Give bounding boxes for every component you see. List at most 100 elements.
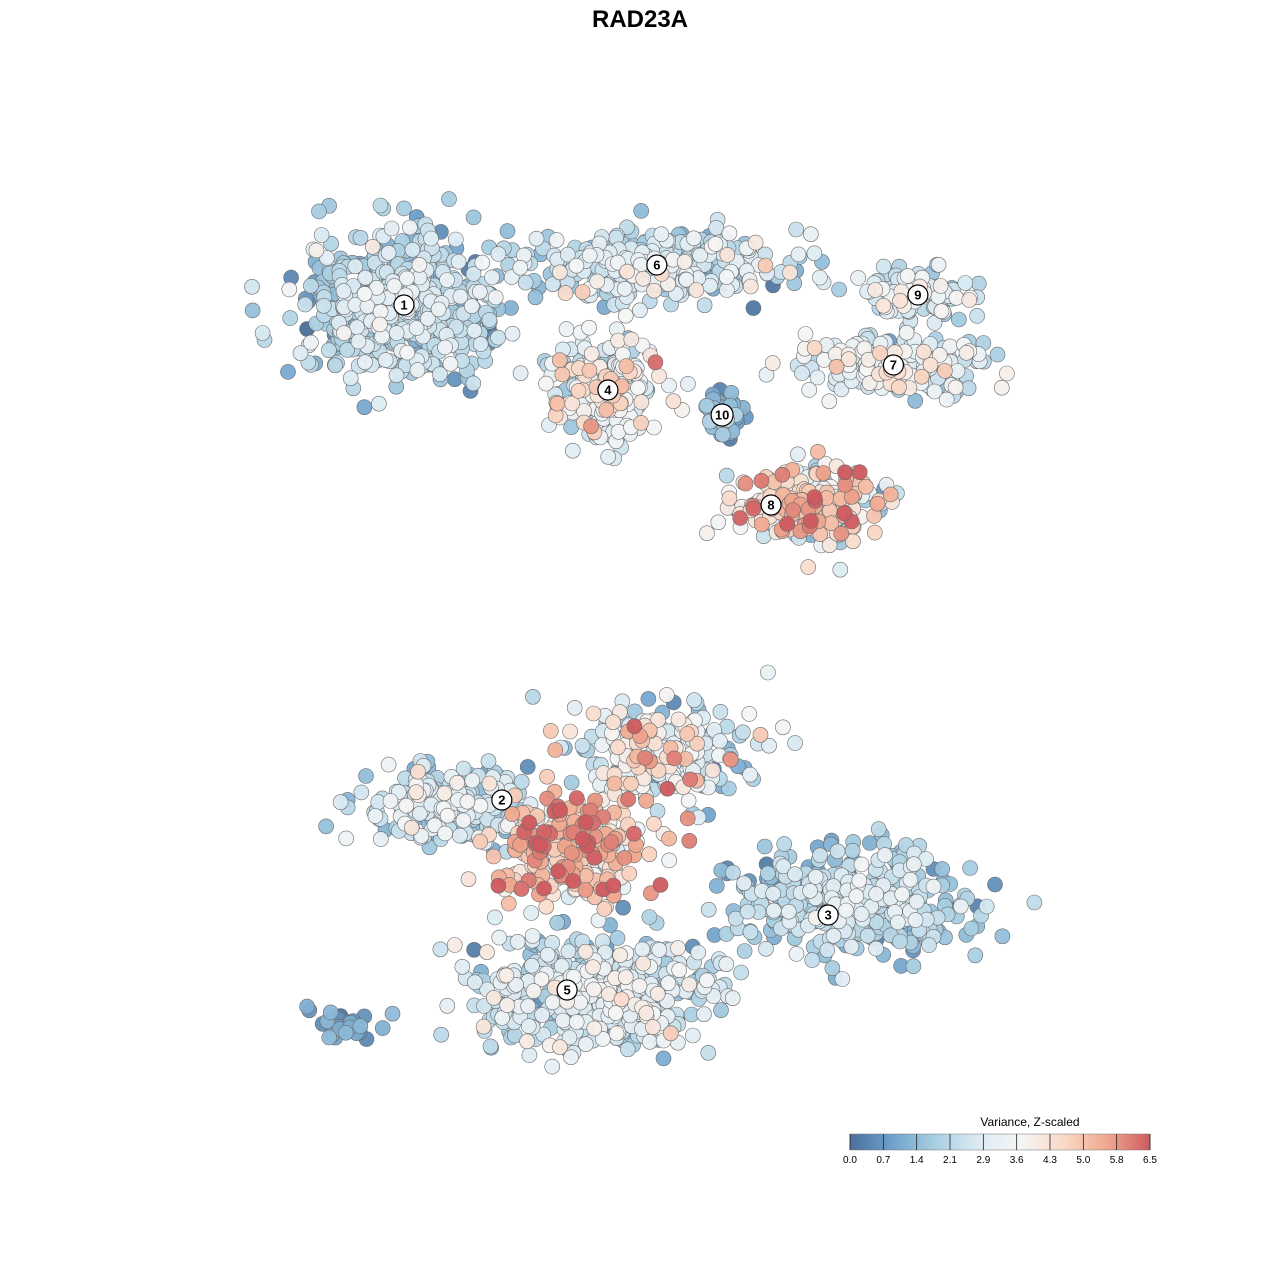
data-point xyxy=(299,998,315,1015)
data-point xyxy=(371,395,387,412)
data-point xyxy=(875,297,892,314)
data-point xyxy=(712,703,729,720)
data-point xyxy=(859,927,876,944)
data-point xyxy=(875,258,892,275)
data-point xyxy=(281,281,298,298)
data-point xyxy=(834,971,851,987)
data-point xyxy=(967,947,984,964)
data-point xyxy=(455,812,472,829)
data-point xyxy=(806,245,823,262)
data-point xyxy=(465,266,482,282)
data-point xyxy=(336,325,352,341)
data-point xyxy=(690,944,707,961)
data-point xyxy=(906,856,922,873)
data-point xyxy=(632,302,648,319)
cluster-label-badge xyxy=(491,789,513,811)
data-point xyxy=(679,810,696,827)
cluster-label-2: 2 xyxy=(491,789,513,811)
cluster-label-text: 10 xyxy=(715,408,729,423)
data-point xyxy=(490,246,507,262)
legend-ticks: 0.0 0.7 1.4 2.1 2.9 3.6 4.3 5.0 5.8 6.5 xyxy=(843,1134,1157,1166)
data-point xyxy=(934,861,951,877)
data-point xyxy=(843,938,860,955)
cluster-label-badge xyxy=(646,254,668,276)
data-point xyxy=(718,956,735,973)
cluster-label-9: 9 xyxy=(907,284,929,306)
data-point xyxy=(640,691,657,707)
data-point xyxy=(504,806,520,822)
data-point xyxy=(609,930,626,946)
data-point xyxy=(898,324,915,341)
data-point xyxy=(552,1039,568,1055)
data-point xyxy=(475,1018,492,1035)
data-point xyxy=(490,329,506,346)
data-point xyxy=(868,886,885,902)
data-point xyxy=(877,847,893,863)
data-point xyxy=(727,910,744,927)
data-point xyxy=(635,270,652,287)
data-point xyxy=(617,307,634,324)
data-point xyxy=(630,380,646,396)
data-point xyxy=(561,1029,578,1046)
data-point xyxy=(574,284,591,300)
data-point xyxy=(527,289,544,306)
data-point xyxy=(785,502,801,518)
data-point xyxy=(913,368,930,385)
data-point xyxy=(512,365,529,382)
data-point xyxy=(696,1006,712,1023)
data-point xyxy=(708,220,725,236)
data-point xyxy=(358,768,374,784)
data-point xyxy=(957,275,974,291)
data-point xyxy=(577,814,594,831)
data-point xyxy=(318,818,334,835)
data-point xyxy=(364,239,381,255)
data-point xyxy=(447,231,464,248)
cluster-label-text: 1 xyxy=(400,298,407,313)
data-point xyxy=(797,326,814,342)
data-point xyxy=(908,893,925,910)
data-point xyxy=(410,763,426,780)
data-point xyxy=(707,236,724,252)
data-point xyxy=(327,357,344,374)
data-point xyxy=(907,392,924,409)
data-point xyxy=(460,871,477,888)
data-point xyxy=(539,768,555,785)
data-point xyxy=(760,865,776,882)
data-point xyxy=(432,366,448,383)
data-point xyxy=(810,443,826,460)
data-point xyxy=(338,830,355,847)
data-point xyxy=(802,882,818,899)
data-point xyxy=(915,343,932,360)
data-point xyxy=(633,203,650,219)
data-point xyxy=(963,920,980,937)
data-point xyxy=(508,976,525,993)
data-point xyxy=(484,269,500,286)
data-point xyxy=(782,264,798,281)
data-point xyxy=(538,898,555,915)
data-point xyxy=(467,974,483,991)
data-point xyxy=(774,466,791,483)
cluster-label-6: 6 xyxy=(646,254,668,276)
data-point xyxy=(402,219,418,236)
legend-tick-label: 2.1 xyxy=(943,1155,957,1166)
data-point xyxy=(544,276,561,293)
data-point xyxy=(853,906,870,922)
data-point xyxy=(745,500,762,517)
data-point xyxy=(408,784,425,801)
data-point xyxy=(626,825,642,842)
data-point xyxy=(519,1033,535,1050)
cluster-label-4: 4 xyxy=(597,379,619,401)
legend-colorbar xyxy=(849,1133,1151,1151)
data-point xyxy=(926,315,943,331)
data-point xyxy=(619,263,636,280)
data-point xyxy=(789,446,806,463)
data-point xyxy=(581,247,598,264)
data-point xyxy=(610,332,626,349)
data-point xyxy=(404,242,421,258)
data-point xyxy=(555,1012,571,1029)
data-point xyxy=(548,232,565,248)
data-point xyxy=(347,258,364,275)
data-point xyxy=(651,942,668,958)
data-point xyxy=(605,877,622,894)
data-point xyxy=(653,226,670,242)
